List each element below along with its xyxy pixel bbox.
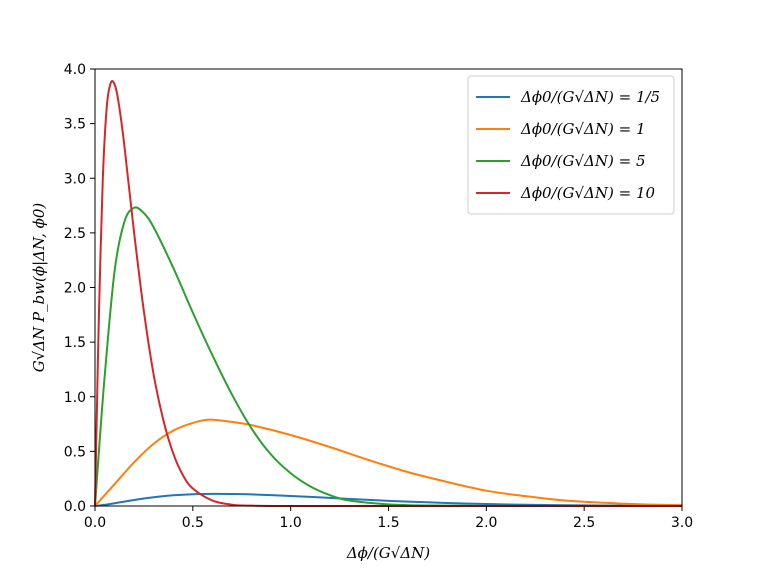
y-tick-label: 3.0: [64, 171, 86, 187]
legend: Δϕ0/(G√ΔN) = 1/5 Δϕ0/(G√ΔN) = 1 Δϕ0/(G√ΔN)…: [467, 75, 675, 215]
y-axis: 0.0 0.5 1.0 1.5 2.0 2.5 3.0 3.5 4.0: [64, 62, 95, 515]
x-tick-label: 0.0: [84, 515, 106, 531]
y-tick-label: 2.0: [64, 281, 86, 297]
legend-box: [467, 75, 675, 215]
y-tick-label: 1.5: [64, 335, 86, 351]
x-tick-label: 0.5: [182, 515, 204, 531]
y-tick-label: 0.5: [64, 444, 86, 460]
x-tick-label: 2.5: [573, 515, 595, 531]
legend-label-five: Δϕ0/(G√ΔN) = 5: [520, 152, 646, 170]
x-tick-label: 2.0: [475, 515, 497, 531]
x-tick-label: 3.0: [671, 515, 693, 531]
series-line-one: [94, 418, 683, 507]
legend-label-ten: Δϕ0/(G√ΔN) = 10: [520, 184, 656, 202]
series-layer: [94, 80, 683, 508]
y-tick-label: 2.5: [64, 226, 86, 242]
legend-label-one-fifth: Δϕ0/(G√ΔN) = 1/5: [520, 88, 660, 106]
y-tick-label: 0.0: [64, 499, 86, 515]
legend-label-one: Δϕ0/(G√ΔN) = 1: [520, 120, 646, 138]
y-tick-label: 3.5: [64, 117, 86, 133]
x-tick-label: 1.0: [280, 515, 302, 531]
x-tick-label: 1.5: [377, 515, 399, 531]
y-tick-label: 4.0: [64, 62, 86, 78]
x-axis: 0.0 0.5 1.0 1.5 2.0 2.5 3.0: [84, 506, 693, 531]
x-axis-label: Δϕ/(G√ΔN): [346, 544, 430, 562]
y-tick-label: 1.0: [64, 390, 86, 406]
y-axis-label: G√ΔN P_bw(ϕ|ΔN, ϕ0): [30, 203, 48, 373]
